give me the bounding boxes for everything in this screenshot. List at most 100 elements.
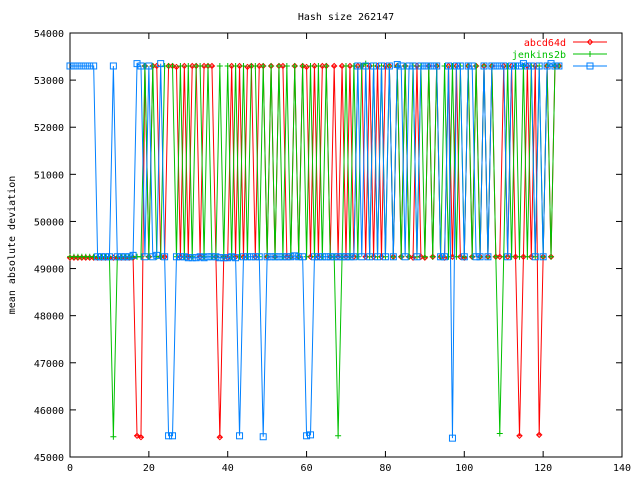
data-point	[326, 253, 334, 261]
data-point	[137, 253, 144, 260]
data-point	[492, 62, 500, 70]
data-point	[303, 63, 310, 71]
data-point	[358, 62, 365, 69]
data-point	[268, 62, 275, 69]
y-tick-label: 53000	[34, 76, 64, 87]
data-point	[402, 62, 409, 69]
data-point	[587, 51, 593, 57]
data-point	[252, 62, 259, 69]
data-point	[86, 62, 94, 70]
data-point	[307, 431, 315, 439]
data-point	[109, 62, 117, 70]
data-point	[232, 62, 239, 69]
data-point	[531, 253, 539, 261]
data-point	[519, 60, 527, 68]
data-point	[78, 62, 86, 70]
data-point	[555, 62, 563, 70]
data-point	[335, 432, 342, 439]
data-point	[271, 253, 279, 261]
x-tick-label: 140	[613, 463, 631, 474]
y-tick-label: 52000	[34, 123, 64, 134]
data-point	[413, 253, 421, 261]
data-point	[82, 62, 90, 70]
data-point	[551, 62, 559, 70]
data-point	[161, 253, 169, 261]
data-point	[350, 253, 358, 261]
data-point	[586, 38, 594, 46]
y-tick-label: 46000	[34, 406, 64, 417]
data-point	[488, 62, 496, 70]
data-point	[279, 253, 287, 261]
data-point	[441, 62, 448, 69]
data-point	[397, 62, 405, 70]
data-point	[260, 62, 267, 69]
data-point	[232, 254, 240, 262]
data-point	[141, 62, 148, 69]
data-point	[291, 62, 298, 69]
data-point	[177, 62, 184, 69]
data-point	[377, 62, 385, 70]
data-point	[184, 254, 192, 262]
data-point	[350, 62, 357, 69]
y-tick-label: 51000	[34, 170, 64, 181]
data-point	[330, 62, 338, 70]
data-point	[469, 253, 476, 260]
data-point	[362, 60, 369, 67]
data-point	[512, 62, 520, 70]
data-point	[370, 62, 378, 70]
data-point	[169, 432, 177, 440]
data-point	[381, 253, 389, 261]
data-point	[516, 432, 523, 440]
data-point	[496, 430, 503, 437]
data-point	[149, 253, 157, 261]
y-tick-label: 49000	[34, 265, 64, 276]
series-layer	[66, 60, 563, 442]
data-point	[224, 62, 231, 69]
series-series-3	[66, 60, 563, 442]
data-point	[508, 62, 516, 70]
data-point	[153, 251, 161, 259]
data-point	[445, 62, 453, 70]
data-point	[145, 253, 152, 260]
data-point	[287, 253, 295, 261]
data-point	[236, 432, 244, 440]
data-point	[275, 253, 283, 261]
data-point	[94, 253, 102, 261]
data-point	[358, 253, 366, 261]
data-point	[322, 253, 330, 261]
data-point	[535, 431, 543, 439]
data-point	[354, 62, 362, 70]
data-point	[243, 253, 251, 261]
data-point	[492, 253, 499, 260]
data-point	[429, 62, 437, 70]
data-point	[310, 253, 318, 261]
data-point	[101, 253, 109, 261]
data-point	[543, 62, 551, 70]
data-point	[283, 253, 291, 261]
legend-label: abcd64d	[524, 38, 566, 49]
data-point	[315, 62, 322, 69]
chart-title: Hash size 262147	[298, 12, 394, 23]
data-point	[504, 253, 512, 261]
x-tick-label: 100	[455, 463, 473, 474]
data-point	[291, 252, 299, 260]
data-point	[346, 253, 354, 261]
data-point	[117, 253, 125, 261]
y-tick-label: 47000	[34, 359, 64, 370]
data-point	[303, 432, 311, 440]
data-point	[535, 62, 543, 70]
data-point	[508, 253, 515, 260]
data-point	[484, 253, 492, 261]
x-tick-label: 0	[67, 463, 73, 474]
data-point	[165, 432, 173, 440]
data-point	[110, 433, 117, 440]
data-point	[251, 253, 259, 261]
data-point	[343, 62, 349, 69]
data-point	[338, 253, 346, 261]
data-point	[192, 254, 200, 262]
data-point	[133, 60, 141, 68]
x-tick-label: 40	[222, 463, 234, 474]
data-point	[548, 253, 555, 260]
x-tick-label: 120	[534, 463, 552, 474]
data-point	[421, 253, 428, 260]
